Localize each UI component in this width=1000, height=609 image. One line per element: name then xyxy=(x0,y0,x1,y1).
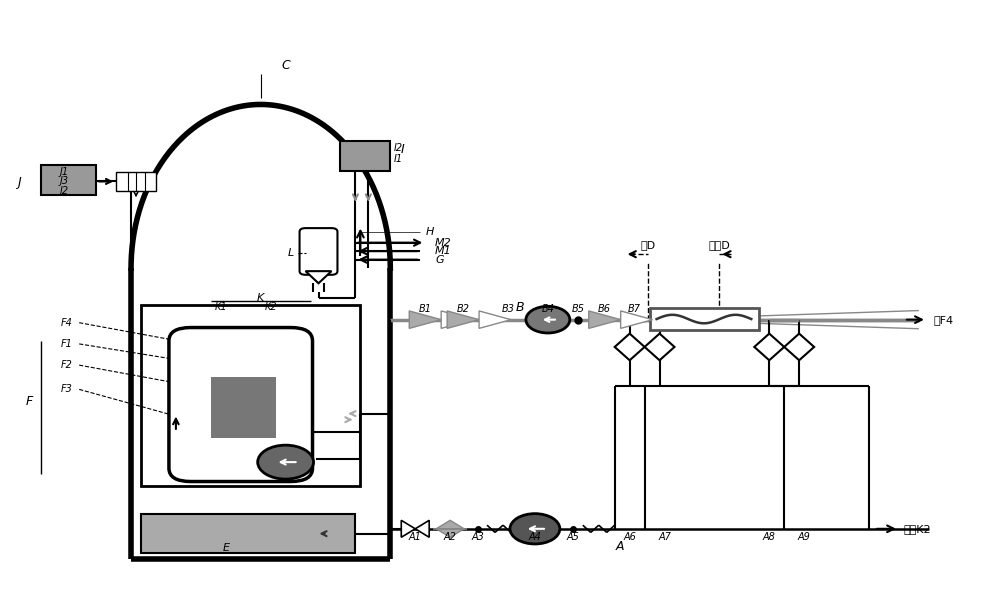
Bar xyxy=(41,165,96,195)
Text: B5: B5 xyxy=(571,304,584,314)
Text: J1: J1 xyxy=(60,167,69,177)
Text: M1: M1 xyxy=(435,246,452,256)
Text: 至F4: 至F4 xyxy=(934,315,954,325)
Text: K1: K1 xyxy=(214,302,227,312)
Polygon shape xyxy=(401,520,415,537)
Text: B2: B2 xyxy=(457,304,470,314)
Text: A4: A4 xyxy=(528,532,541,542)
Text: B7: B7 xyxy=(628,304,641,314)
Polygon shape xyxy=(754,334,784,361)
Polygon shape xyxy=(409,311,441,328)
Text: A7: A7 xyxy=(658,532,671,542)
Polygon shape xyxy=(415,520,429,537)
Text: A3: A3 xyxy=(472,532,484,542)
Text: A6: A6 xyxy=(623,532,636,542)
Polygon shape xyxy=(479,311,511,328)
Circle shape xyxy=(526,306,570,333)
Text: F4: F4 xyxy=(60,318,72,328)
Text: B6: B6 xyxy=(598,304,611,314)
Bar xyxy=(340,141,390,171)
Text: F: F xyxy=(26,395,33,408)
Polygon shape xyxy=(306,271,331,283)
Text: J3: J3 xyxy=(60,177,69,186)
Text: 注入K2: 注入K2 xyxy=(904,524,932,534)
Polygon shape xyxy=(436,529,464,537)
Text: B: B xyxy=(516,301,524,314)
Text: F2: F2 xyxy=(60,360,72,370)
Text: B4: B4 xyxy=(541,304,554,314)
Bar xyxy=(141,513,355,553)
Polygon shape xyxy=(436,520,464,529)
Text: L: L xyxy=(287,248,294,258)
Text: F1: F1 xyxy=(60,339,72,349)
Text: F3: F3 xyxy=(60,384,72,395)
Text: A8: A8 xyxy=(763,532,776,542)
Text: E: E xyxy=(222,543,229,553)
Polygon shape xyxy=(447,311,479,328)
Text: A5: A5 xyxy=(566,532,579,542)
Text: J: J xyxy=(17,175,21,189)
FancyBboxPatch shape xyxy=(300,228,337,275)
Text: I2: I2 xyxy=(394,143,403,153)
Text: A9: A9 xyxy=(798,532,811,542)
Text: B1: B1 xyxy=(419,304,432,314)
Polygon shape xyxy=(615,334,645,361)
Text: K: K xyxy=(257,294,264,303)
Text: C: C xyxy=(281,58,290,71)
Text: A: A xyxy=(615,541,624,554)
Text: H: H xyxy=(426,227,434,237)
Circle shape xyxy=(258,445,314,479)
Text: J2: J2 xyxy=(60,186,69,195)
Bar xyxy=(116,172,156,191)
Text: 来自D: 来自D xyxy=(709,240,730,250)
Bar xyxy=(141,304,360,487)
Text: 至D: 至D xyxy=(640,240,655,250)
Polygon shape xyxy=(621,311,653,328)
Polygon shape xyxy=(589,311,621,328)
Bar xyxy=(211,377,276,438)
Polygon shape xyxy=(441,311,473,328)
Polygon shape xyxy=(784,334,814,361)
Text: I: I xyxy=(400,143,404,157)
Text: A2: A2 xyxy=(444,532,457,542)
Polygon shape xyxy=(645,334,675,361)
Circle shape xyxy=(510,513,560,544)
Text: I1: I1 xyxy=(394,154,403,164)
Text: G: G xyxy=(435,255,444,265)
Bar xyxy=(650,308,759,330)
Text: K2: K2 xyxy=(264,302,277,312)
Text: B3: B3 xyxy=(501,304,514,314)
FancyBboxPatch shape xyxy=(169,328,313,482)
Text: A1: A1 xyxy=(409,532,422,542)
Text: M2: M2 xyxy=(435,238,452,248)
